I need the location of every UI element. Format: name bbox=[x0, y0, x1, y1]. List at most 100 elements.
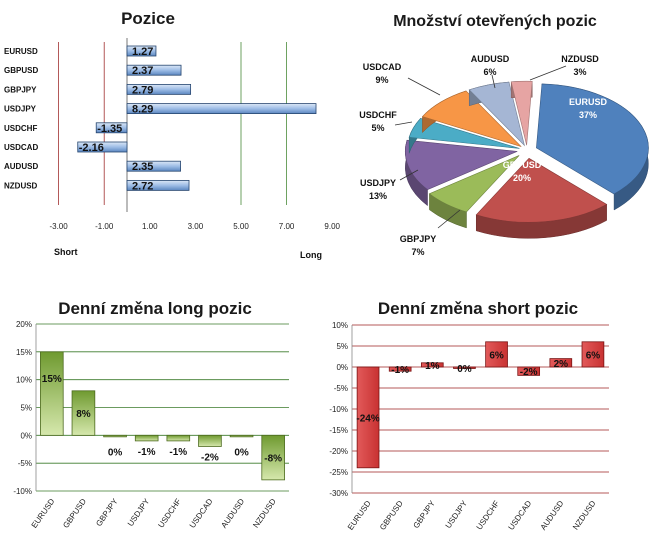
open-interest-title: Množství otevřených pozic bbox=[393, 13, 597, 30]
value-label: 2.35 bbox=[132, 161, 153, 173]
long-change-y-ticks: 20% 15% 10% 5% 0% -5% -10% bbox=[13, 320, 32, 496]
x-tick-label: 1.00 bbox=[142, 222, 158, 231]
change-bar bbox=[166, 434, 191, 442]
y-tick-label: -25% bbox=[329, 468, 348, 477]
position-bar bbox=[126, 84, 192, 95]
pie-leader-line bbox=[529, 65, 567, 81]
change-bar bbox=[40, 351, 64, 436]
bar-value-label: -2% bbox=[201, 452, 219, 463]
open-interest-chart: Množství otevřených pozic EURUSD 37% GBPUS… bbox=[359, 13, 649, 257]
pie-slice-name: EURUSD bbox=[569, 97, 608, 107]
value-label: 2.72 bbox=[132, 180, 153, 192]
y-tick-label: 0% bbox=[336, 363, 348, 372]
value-label: 2.37 bbox=[132, 65, 153, 77]
bar-value-label: -2% bbox=[520, 367, 538, 378]
pie-leader-line bbox=[399, 169, 419, 181]
y-tick-label: -20% bbox=[329, 447, 348, 456]
category-label: NZDUSD bbox=[4, 181, 38, 190]
x-tick-label: USDCAD bbox=[507, 499, 534, 532]
change-bar bbox=[549, 358, 573, 368]
change-bar bbox=[356, 366, 380, 469]
change-bar bbox=[134, 434, 159, 442]
pie-slice-percent: 3% bbox=[573, 67, 586, 77]
x-tick-label: GBPJPY bbox=[411, 498, 437, 530]
pie-slice-percent: 37% bbox=[579, 110, 597, 120]
pie-slice-percent: 7% bbox=[411, 247, 424, 257]
change-bar bbox=[198, 434, 222, 447]
bar-value-label: -8% bbox=[264, 454, 282, 465]
x-tick-label: NZDUSD bbox=[251, 497, 278, 530]
change-bar bbox=[103, 434, 127, 438]
change-bar bbox=[229, 434, 254, 438]
position-bar bbox=[126, 179, 190, 191]
y-tick-label: 5% bbox=[336, 342, 348, 351]
long-change-chart: Denní změna long pozic 15% 8% 0% -1% -1% -2% 0… bbox=[13, 299, 289, 530]
x-tick-label: NZDUSD bbox=[571, 499, 598, 532]
pie-leader-line bbox=[491, 74, 496, 89]
x-tick-label: GBPUSD bbox=[378, 499, 405, 532]
x-tick-label: AUDUSD bbox=[539, 499, 566, 532]
pie-slice-name: USDCAD bbox=[363, 62, 402, 72]
y-tick-label: 10% bbox=[332, 321, 348, 330]
x-tick-label: EURUSD bbox=[346, 499, 373, 532]
pie-slice-name: GBPJPY bbox=[400, 234, 437, 244]
bar-value-label: 2% bbox=[554, 359, 569, 370]
x-tick-label: -3.00 bbox=[49, 222, 68, 231]
y-tick-label: 15% bbox=[16, 348, 32, 357]
change-bar bbox=[388, 366, 412, 372]
change-bar bbox=[420, 362, 444, 368]
bar-value-label: -24% bbox=[356, 413, 379, 424]
y-tick-label: 20% bbox=[16, 320, 32, 329]
positions-category-labels: EURUSD GBPUSD GBPJPY USDJPY USDCHF USDCAD AUDU… bbox=[4, 47, 38, 190]
pie-slice bbox=[475, 157, 608, 223]
pie-slice-name: USDCHF bbox=[359, 110, 397, 120]
pie-slice-name: NZDUSD bbox=[561, 54, 599, 64]
pie-slice bbox=[428, 155, 520, 213]
x-tick-label: 9.00 bbox=[324, 222, 340, 231]
long-change-value-labels: 15% 8% 0% -1% -1% -2% 0% -8% bbox=[42, 374, 282, 465]
category-label: EURUSD bbox=[4, 47, 38, 56]
x-tick-label: USDJPY bbox=[126, 496, 152, 528]
x-tick-label: USDCAD bbox=[188, 497, 215, 530]
y-tick-label: 5% bbox=[20, 404, 32, 413]
pie-slice bbox=[405, 139, 518, 191]
x-tick-label: 3.00 bbox=[188, 222, 204, 231]
x-tick-label: -1.00 bbox=[95, 222, 114, 231]
short-change-x-ticks: EURUSD GBPUSD GBPJPY USDJPY USDCHF USDCAD AUDU… bbox=[346, 498, 598, 531]
value-label: 8.29 bbox=[132, 104, 153, 116]
category-label: AUDUSD bbox=[4, 162, 38, 171]
bar-value-label: 1% bbox=[425, 361, 440, 372]
short-change-bars bbox=[356, 341, 605, 469]
pie-labels: EURUSD 37% GBPUSD 20% GBPJPY 7% USDJPY 13% USDCH… bbox=[359, 54, 607, 257]
x-tick-label: 5.00 bbox=[233, 222, 249, 231]
x-tick-label: 7.00 bbox=[279, 222, 295, 231]
y-tick-label: -5% bbox=[18, 459, 32, 468]
bar-value-label: 6% bbox=[489, 350, 504, 361]
pie-leader-line bbox=[407, 77, 441, 96]
value-label: 2.79 bbox=[132, 84, 153, 96]
change-bar bbox=[453, 366, 476, 369]
pie-slice-name: AUDUSD bbox=[471, 54, 510, 64]
positions-value-labels: 1.27 2.37 2.79 8.29 -1.35 -2.16 2.35 2.72 bbox=[79, 46, 154, 192]
long-change-title: Denní změna long pozic bbox=[58, 299, 252, 318]
bar-value-label: 0% bbox=[108, 447, 123, 458]
change-bar bbox=[517, 366, 541, 376]
change-bar bbox=[581, 341, 605, 368]
pie-leader-line bbox=[394, 121, 413, 126]
long-change-bars bbox=[40, 351, 285, 481]
bar-value-label: 15% bbox=[42, 374, 62, 385]
y-tick-label: -30% bbox=[329, 489, 348, 498]
pie-slice-percent: 20% bbox=[513, 173, 531, 183]
pie-leader-line bbox=[437, 209, 461, 229]
position-bar bbox=[77, 141, 128, 153]
y-tick-label: -5% bbox=[334, 384, 348, 393]
short-label: Short bbox=[54, 247, 78, 257]
short-change-y-ticks: 10% 5% 0% -5% -10% -15% -20% -25% -30% bbox=[329, 321, 348, 498]
change-bar bbox=[71, 390, 96, 436]
positions-chart: Pozice EURUSD GBPUSD GBPJPY USDJPY USDCHF USD… bbox=[4, 9, 341, 260]
y-tick-label: -10% bbox=[329, 405, 348, 414]
x-tick-label: USDJPY bbox=[444, 498, 470, 530]
pie-slice bbox=[510, 80, 533, 146]
pie-slice bbox=[421, 90, 522, 147]
bar-value-label: -1% bbox=[138, 447, 156, 458]
